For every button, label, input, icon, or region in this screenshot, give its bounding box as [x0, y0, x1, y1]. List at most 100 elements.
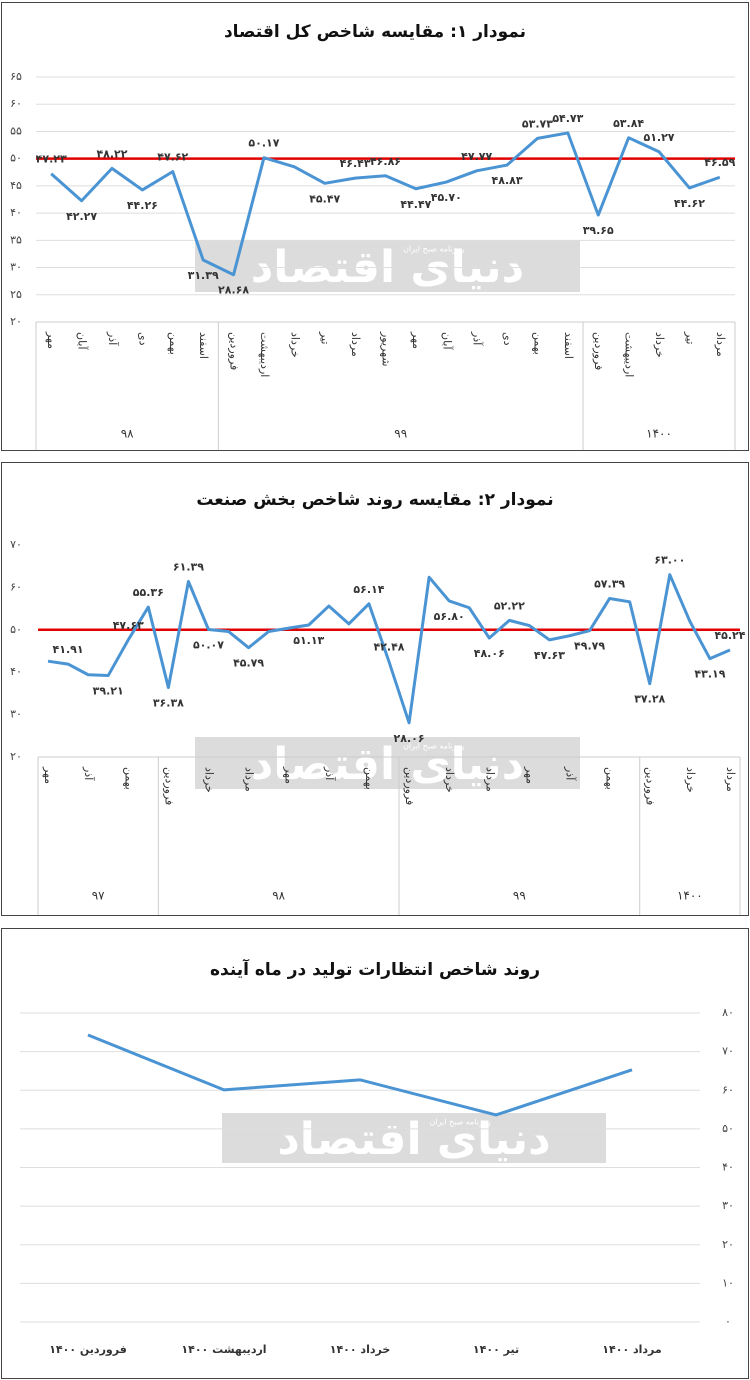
y-tick-label: ۷۰ — [722, 1045, 734, 1058]
y-tick-label: ۳۰ — [722, 1199, 734, 1212]
data-label: ۳۶.۳۸ — [153, 697, 184, 710]
watermark: دنیای اقتصاد — [251, 739, 525, 790]
x-tick-label: بهمن — [531, 332, 544, 355]
data-label: ۴۸.۲۲ — [96, 147, 127, 160]
y-tick-label: ۴۰ — [10, 206, 22, 219]
x-tick-label: فروردین — [592, 332, 605, 370]
chart-title: روند شاخص انتظارات تولید در ماه آینده — [210, 958, 540, 980]
x-tick-label: اردیبهشت — [623, 332, 636, 377]
data-label: ۴۹.۷۹ — [574, 640, 605, 653]
data-label: ۴۸.۰۶ — [474, 647, 505, 660]
x-tick-label: مهر — [42, 766, 55, 784]
x-tick-label: فروردین — [403, 767, 416, 805]
x-tick-label: مهر — [283, 766, 296, 784]
data-label: ۵۱.۲۷ — [643, 131, 674, 144]
y-tick-label: ۷۰ — [10, 538, 22, 551]
y-tick-label: ۴۰ — [722, 1161, 734, 1174]
data-line — [47, 573, 731, 725]
chart-title: نمودار ۱: مقایسه شاخص کل اقتصاد — [224, 22, 526, 42]
x-tick-label: مرداد — [243, 767, 256, 792]
x-tick-label: اسفند — [197, 332, 210, 359]
data-label: ۴۶.۸۶ — [370, 155, 401, 168]
x-tick-label: آذر — [323, 766, 337, 781]
panel-border — [1, 2, 749, 451]
data-label: ۴۷.۷۷ — [461, 150, 492, 163]
x-tick-label: تیر ۱۴۰۰ — [473, 1343, 519, 1356]
data-label: ۳۹.۲۱ — [93, 685, 124, 698]
x-tick-label: بهمن — [167, 332, 180, 355]
data-label: ۴۷.۶۳ — [113, 619, 144, 632]
y-tick-label: ۰ — [725, 1315, 731, 1328]
data-label: ۵۶.۸۰ — [434, 610, 465, 623]
panel-border — [1, 462, 749, 916]
x-tick-label: بهمن — [122, 767, 135, 790]
x-tick-label: مهر — [45, 331, 58, 349]
watermark-box — [195, 737, 580, 789]
data-label: ۴۸.۸۳ — [492, 174, 523, 187]
watermark: دنیای اقتصاد — [277, 1114, 551, 1165]
x-tick-label: خرداد — [443, 767, 456, 793]
y-tick-label: ۶۰ — [722, 1083, 734, 1096]
data-label: ۶۱.۳۹ — [173, 561, 204, 574]
x-tick-label: مهر — [523, 766, 536, 784]
y-tick-label: ۲۰ — [10, 315, 22, 328]
x-tick-label: فروردین — [644, 767, 657, 805]
x-tick-label: بهمن — [604, 767, 617, 790]
data-label: ۵۳.۸۴ — [613, 117, 644, 130]
data-label: ۴۶.۵۹ — [704, 156, 735, 169]
x-tick-label: آبان — [440, 332, 454, 350]
x-tick-label: فروردین — [228, 332, 241, 370]
x-tick-label: مرداد ۱۴۰۰ — [602, 1343, 661, 1356]
y-tick-label: ۶۵ — [10, 70, 22, 83]
y-tick-label: ۶۰ — [10, 97, 22, 110]
y-tick-label: ۸۰ — [722, 1006, 734, 1019]
data-label: ۵۰.۰۷ — [193, 639, 224, 652]
x-tick-label: آذر — [82, 766, 96, 781]
y-tick-label: ۲۰ — [10, 750, 22, 763]
data-label: ۳۷.۲۸ — [634, 693, 665, 706]
data-label: ۴۷.۲۳ — [36, 153, 67, 166]
x-tick-label: آذر — [471, 331, 485, 346]
x-tick-label: فروردین ۱۴۰۰ — [49, 1343, 127, 1356]
x-tick-label: تیر — [683, 331, 696, 344]
x-tick-label: خرداد — [684, 767, 697, 793]
x-tick-label: اسفند — [562, 332, 575, 359]
x-tick-label: دی — [136, 332, 149, 346]
data-label: ۵۷.۳۹ — [594, 577, 625, 590]
group-label: ۱۴۰۰ — [677, 889, 703, 903]
data-label: ۲۸.۰۶ — [394, 732, 425, 745]
data-label: ۴۵.۷۹ — [233, 657, 264, 670]
x-tick-label: فروردین — [162, 767, 175, 805]
data-label: ۴۲.۲۷ — [66, 210, 97, 223]
x-tick-label: مرداد — [714, 332, 727, 357]
group-label: ۹۹ — [513, 889, 526, 903]
y-tick-label: ۵۰ — [10, 152, 22, 165]
data-label: ۵۵.۳۶ — [133, 586, 164, 599]
x-tick-label: اردیبهشت ۱۴۰۰ — [181, 1343, 266, 1356]
watermark-box — [222, 1113, 606, 1163]
y-tick-label: ۲۰ — [722, 1238, 734, 1251]
data-label: ۴۴.۲۶ — [127, 199, 158, 212]
data-line — [50, 131, 721, 277]
data-label: ۵۳.۷۳ — [522, 117, 553, 130]
data-label: ۳۹.۶۵ — [583, 224, 614, 237]
data-label: ۵۲.۲۲ — [494, 599, 525, 612]
watermark-sub: روزنامه صبح ایران — [429, 1118, 490, 1127]
data-label: ۴۵.۴۷ — [309, 192, 340, 205]
chart-title: نمودار ۲: مقایسه روند شاخص بخش صنعت — [196, 490, 553, 510]
group-label: ۱۴۰۰ — [646, 427, 672, 441]
x-tick-label: اردیبهشت — [258, 332, 271, 377]
y-tick-label: ۴۰ — [10, 665, 22, 678]
data-label: ۵۶.۱۴ — [353, 583, 384, 596]
data-label: ۴۶.۴۳ — [340, 157, 371, 170]
data-label: ۴۳.۱۹ — [694, 668, 725, 681]
group-label: ۹۸ — [272, 889, 285, 903]
x-tick-label: آذر — [106, 331, 120, 346]
x-tick-label: خرداد ۱۴۰۰ — [330, 1343, 391, 1356]
data-label: ۴۲.۴۸ — [373, 641, 404, 654]
y-tick-label: ۱۰ — [722, 1276, 734, 1289]
y-tick-label: ۵۰ — [722, 1122, 734, 1135]
data-label: ۴۷.۶۲ — [157, 151, 188, 164]
x-tick-label: بهمن — [363, 767, 376, 790]
